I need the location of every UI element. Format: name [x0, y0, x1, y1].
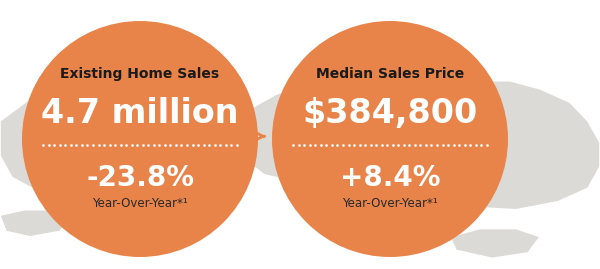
Polygon shape — [0, 210, 72, 237]
Polygon shape — [0, 81, 252, 207]
Ellipse shape — [272, 21, 508, 257]
Text: $384,800: $384,800 — [302, 97, 478, 130]
Text: +8.4%: +8.4% — [340, 164, 440, 192]
Text: Existing Home Sales: Existing Home Sales — [61, 67, 220, 81]
Text: Year-Over-Year*¹: Year-Over-Year*¹ — [92, 197, 188, 210]
Text: 4.7 million: 4.7 million — [41, 97, 239, 130]
Polygon shape — [450, 229, 540, 258]
Text: Median Sales Price: Median Sales Price — [316, 67, 464, 81]
Text: Year-Over-Year*¹: Year-Over-Year*¹ — [342, 197, 438, 210]
Ellipse shape — [22, 21, 258, 257]
Polygon shape — [408, 81, 600, 210]
Text: -23.8%: -23.8% — [86, 164, 194, 192]
Polygon shape — [240, 81, 420, 183]
